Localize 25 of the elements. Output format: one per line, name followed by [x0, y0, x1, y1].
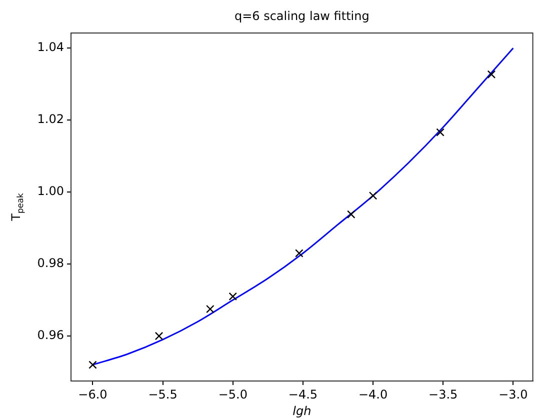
- chart-title: q=6 scaling law fitting: [234, 9, 370, 24]
- y-tick-label: 1.02: [37, 112, 64, 126]
- point: [88, 360, 97, 369]
- x-tick-label: −4.5: [288, 387, 318, 402]
- point: [368, 192, 378, 200]
- x-tick-label: −4.0: [358, 387, 388, 402]
- line-series: [92, 47, 514, 366]
- y-tick-label: 1.04: [37, 40, 64, 54]
- x-tick-label: −6.0: [78, 387, 108, 402]
- point: [295, 249, 304, 258]
- x-tick-label: −5.0: [218, 387, 248, 402]
- y-axis-title: Tpeak: [9, 192, 25, 222]
- x-tick-label: −3.5: [428, 387, 458, 402]
- point: [154, 332, 164, 340]
- point: [436, 128, 444, 136]
- point: [206, 304, 214, 314]
- x-tick-label: −5.5: [148, 387, 178, 402]
- y-tick-label: 0.98: [37, 256, 64, 270]
- y-tick-label: 0.96: [37, 328, 64, 342]
- point: [487, 70, 496, 79]
- point: [228, 292, 238, 301]
- x-axis-title: lgh: [292, 404, 312, 418]
- point: [347, 210, 356, 219]
- x-tick-label: −3.0: [498, 387, 528, 402]
- y-tick-label: 1.00: [37, 184, 64, 198]
